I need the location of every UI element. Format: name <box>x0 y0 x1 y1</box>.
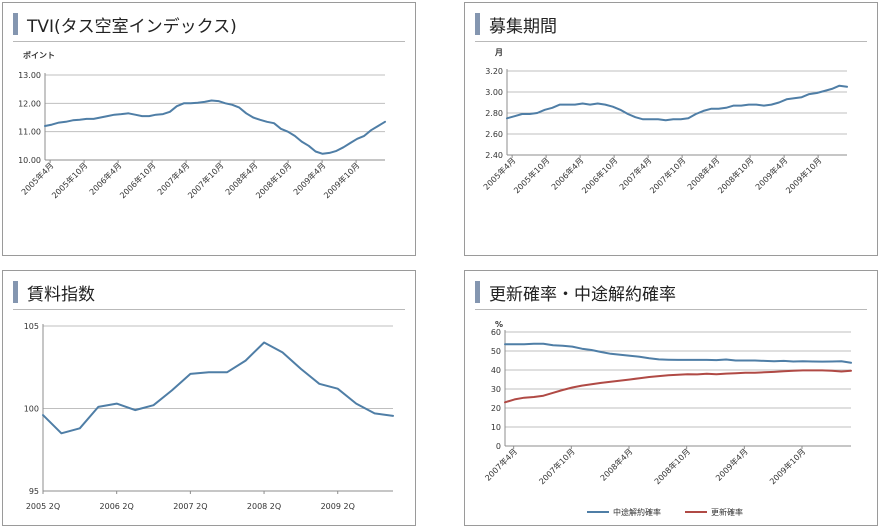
y-tick-label: 2.80 <box>485 109 503 118</box>
x-tick-label: 2009年4月 <box>713 446 749 482</box>
y-tick-label: 2.60 <box>485 130 503 139</box>
y-tick-label: 12.00 <box>18 99 41 108</box>
x-tick-label: 2008年4月 <box>598 446 634 482</box>
panel-title: 募集期間 <box>475 11 557 37</box>
legend-label: 更新確率 <box>711 507 743 517</box>
renewal-cancellation-title: 更新確率・中途解約確率 <box>489 284 676 305</box>
renewal-cancellation-panel: 更新確率・中途解約確率 0 10 20 30 40 50 60% 2007年4月 2007年10… <box>464 270 878 526</box>
x-tick-label: 2005年10月 <box>512 155 552 195</box>
series-line-1 <box>506 84 848 122</box>
recruitment-period-panel: 募集期間 2.40 2.60 2.80 3.00 3.20 月 2005年4月 2005年10… <box>464 2 878 256</box>
x-tick-label: 2007年4月 <box>155 160 191 196</box>
x-tick-label: 2008年4月 <box>685 155 721 191</box>
x-tick-label: 2009年10月 <box>784 155 824 195</box>
tvi-panel: TVI(タス空室インデックス) 10.00 11.00 12.00 13.00 ポイント… <box>2 2 416 256</box>
y-tick-label: 95 <box>29 487 39 496</box>
x-tick-label: 2008年10月 <box>716 155 756 195</box>
tvi-title: TVI(タス空室インデックス) <box>27 16 237 37</box>
y-tick-label: 13.00 <box>18 71 41 80</box>
title-accent-bar <box>475 13 480 35</box>
panel-title: 賃料指数 <box>13 279 95 305</box>
legend-label: 中途解約確率 <box>613 507 661 517</box>
title-accent-bar <box>13 281 18 303</box>
x-tick-label: 2005年4月 <box>19 160 55 196</box>
series-line-1 <box>44 99 386 155</box>
series-line-1 <box>42 341 394 435</box>
y-tick-label: 40 <box>491 366 501 375</box>
title-accent-bar <box>475 281 480 303</box>
y-tick-label: 50 <box>491 347 501 356</box>
x-tick-label: 2005 2Q <box>26 502 60 511</box>
x-tick-label: 2007年10月 <box>537 446 577 486</box>
x-tick-label: 2009年10月 <box>767 446 807 486</box>
title-divider <box>475 41 867 42</box>
y-tick-label: 100 <box>24 405 39 414</box>
title-accent-bar <box>13 13 18 35</box>
x-tick-label: 2008年10月 <box>254 160 294 200</box>
x-tick-label: 2007年10月 <box>648 155 688 195</box>
title-divider <box>475 309 867 310</box>
y-tick-label: 20 <box>491 404 501 413</box>
x-tick-label: 2005年10月 <box>50 160 90 200</box>
x-tick-label: 2008 2Q <box>247 502 281 511</box>
y-axis-unit-label: % <box>495 320 503 329</box>
renewal-cancellation-chart: 0 10 20 30 40 50 60% 2007年4月 2007年10月 2008年4月 2008… <box>483 320 852 517</box>
x-tick-label: 2007年4月 <box>617 155 653 191</box>
y-tick-label: 2.40 <box>485 151 503 160</box>
x-tick-label: 2007年4月 <box>483 446 519 482</box>
x-tick-label: 2009年10月 <box>322 160 362 200</box>
title-divider <box>13 309 405 310</box>
y-tick-label: 105 <box>24 322 39 331</box>
y-axis-unit-label: 月 <box>494 48 503 57</box>
panel-title: 更新確率・中途解約確率 <box>475 279 676 305</box>
x-tick-label: 2005年4月 <box>481 155 517 191</box>
x-tick-label: 2009年4月 <box>753 155 789 191</box>
y-tick-label: 10.00 <box>18 156 41 165</box>
panel-title: TVI(タス空室インデックス) <box>13 11 237 37</box>
recruitment-period-title: 募集期間 <box>489 16 557 37</box>
y-tick-label: 10 <box>491 423 501 432</box>
tvi-chart: 10.0011.0012.0013.00ポイント2005年4月2005年10月2… <box>18 50 386 200</box>
x-tick-label: 2008年4月 <box>223 160 259 196</box>
recruitment-period-chart: 2.402.602.803.003.20月2005年4月2005年10月2006… <box>481 48 848 195</box>
y-tick-label: 3.00 <box>485 88 503 97</box>
x-tick-label: 2006年4月 <box>549 155 585 191</box>
rent-index-title: 賃料指数 <box>27 284 95 305</box>
x-tick-label: 2008年10月 <box>652 446 692 486</box>
x-tick-label: 2007 2Q <box>173 502 207 511</box>
x-tick-label: 2007年10月 <box>186 160 226 200</box>
x-tick-label: 2006年10月 <box>118 160 158 200</box>
y-tick-label: 11.00 <box>18 128 41 137</box>
x-tick-label: 2006年4月 <box>87 160 123 196</box>
x-tick-label: 2006 2Q <box>100 502 134 511</box>
x-tick-label: 2009年4月 <box>291 160 327 196</box>
series-line-2 <box>504 369 852 404</box>
y-tick-label: 3.20 <box>485 67 503 76</box>
x-tick-label: 2009 2Q <box>321 502 355 511</box>
y-tick-label: 30 <box>491 385 501 394</box>
y-tick-label: 0 <box>496 442 501 451</box>
y-tick-label: 60 <box>491 328 501 337</box>
y-axis-unit-label: ポイント <box>23 50 55 60</box>
rent-index-chart: 95 100 105 2005 2Q 2006 2Q 2007 2Q 2008 2Q 2009… <box>24 322 394 511</box>
x-tick-label: 2006年10月 <box>580 155 620 195</box>
series-line-1 <box>504 342 852 364</box>
title-divider <box>13 41 405 42</box>
rent-index-panel: 賃料指数 95 100 105 2005 2Q 2006 2Q 2007 2Q 2008 2… <box>2 270 416 526</box>
